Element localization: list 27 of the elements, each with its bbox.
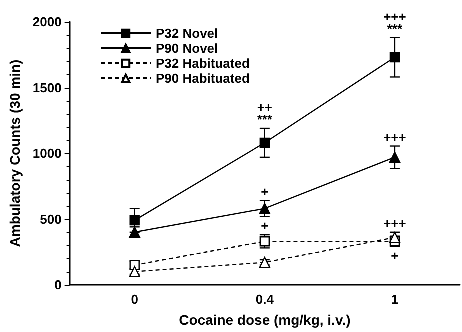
annotation: + bbox=[261, 184, 270, 200]
annotation: + bbox=[391, 248, 400, 264]
x-axis-title: Cocaine dose (mg/kg, i.v.) bbox=[179, 312, 351, 328]
point bbox=[260, 138, 270, 148]
y-tick-label: 2000 bbox=[32, 14, 62, 30]
y-tick-label: 0 bbox=[54, 278, 62, 292]
x-tick-label: 0 bbox=[131, 292, 138, 307]
x-tick-label: 1 bbox=[391, 292, 399, 307]
point bbox=[260, 236, 270, 247]
legend-label: P90 Habituated bbox=[156, 71, 250, 86]
x-tick-label: 0.4 bbox=[256, 292, 275, 307]
legend-label: P90 Novel bbox=[156, 41, 218, 56]
point bbox=[389, 152, 401, 164]
legend-label: P32 Habituated bbox=[156, 56, 250, 71]
y-tick-label: 1500 bbox=[32, 80, 62, 96]
annotation: +++ bbox=[384, 216, 407, 231]
point bbox=[259, 203, 271, 214]
legend-label: P32 Novel bbox=[156, 26, 218, 41]
y-tick-label: 500 bbox=[40, 212, 62, 227]
point bbox=[129, 266, 140, 278]
y-tick-label: 1000 bbox=[32, 146, 62, 161]
point bbox=[259, 257, 271, 268]
point bbox=[130, 215, 140, 226]
annotation: +++ bbox=[384, 130, 407, 145]
y-axis-title: Ambulatory Counts (30 min) bbox=[7, 60, 23, 248]
annotation: + bbox=[261, 218, 270, 234]
point bbox=[390, 52, 400, 63]
